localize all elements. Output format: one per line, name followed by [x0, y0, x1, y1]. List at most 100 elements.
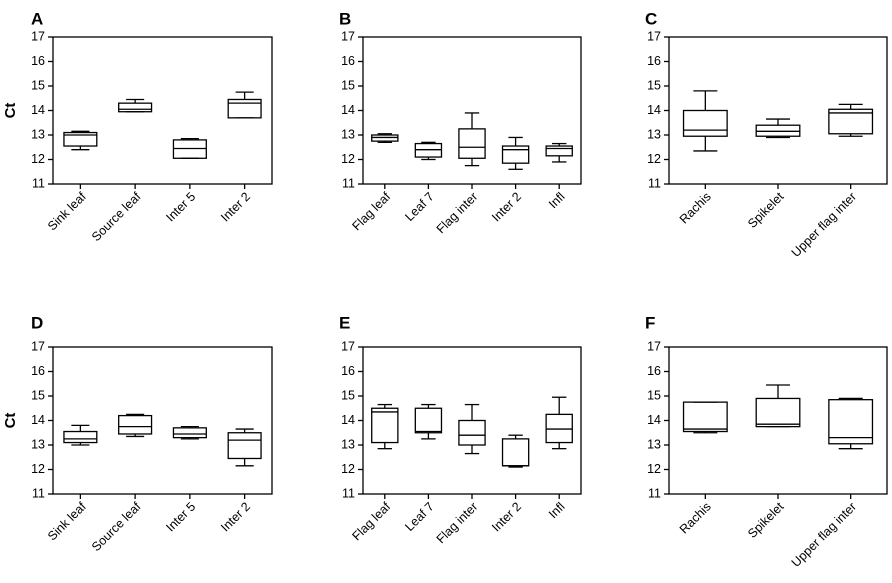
box-body [682, 109, 728, 137]
y-tick-label: 14 [31, 103, 45, 117]
y-tick-label: 12 [647, 152, 661, 166]
x-tick-label: Rachis [677, 190, 714, 227]
x-tick-label: Source leaf [89, 189, 144, 244]
panel-letter: A [31, 9, 43, 28]
box-1 [755, 118, 801, 139]
y-tick-label: 12 [31, 462, 45, 476]
y-tick-label: 11 [342, 176, 355, 190]
box-body [63, 131, 98, 147]
box-2 [458, 112, 486, 167]
y-tick-label: 15 [647, 388, 661, 402]
panel-c: C 11 12 13 14 15 16 17 Rachis Spikelet Upper flag … [645, 9, 888, 260]
box-body [458, 128, 486, 159]
box-0 [682, 90, 728, 152]
y-tick-label: 17 [647, 339, 661, 353]
box-4 [545, 142, 573, 163]
y-axis-label: Ct [2, 413, 19, 429]
panel-letter: E [339, 313, 350, 332]
y-tick-label: 14 [647, 103, 661, 117]
y-tick-label: 12 [31, 152, 45, 166]
y-axis-label: Ct [2, 103, 19, 119]
box-body [501, 438, 530, 467]
y-tick-label: 13 [341, 437, 355, 451]
y-tick-label: 14 [647, 413, 661, 427]
plot-frame [668, 346, 888, 495]
x-tick-label: Infl [546, 190, 568, 212]
y-tick-label: 15 [341, 388, 355, 402]
panel-a: A Ct 11 12 13 14 15 16 17 Sink leaf Source leaf Int… [2, 9, 273, 244]
box-0 [63, 424, 98, 446]
y-tick-label: 14 [341, 413, 355, 427]
y-tick-label: 16 [31, 364, 45, 378]
box-body [118, 414, 153, 435]
box-body [227, 98, 262, 119]
x-tick-label: Flag leaf [349, 499, 393, 543]
x-tick-label: Infl [546, 500, 568, 522]
plot-frame [52, 346, 273, 495]
box-1 [755, 384, 801, 428]
y-tick-label: 16 [341, 364, 355, 378]
y-tick-label: 12 [647, 462, 661, 476]
x-tick-label: Sink leaf [45, 499, 89, 543]
box-body [172, 427, 207, 439]
box-body [371, 407, 399, 444]
y-tick-label: 13 [31, 437, 45, 451]
x-tick-label: Upper flag inter [789, 500, 859, 570]
box-2 [828, 103, 874, 137]
x-tick-label: Leaf 7 [402, 500, 437, 535]
box-body [118, 102, 153, 113]
y-tick-label: 13 [341, 127, 355, 141]
panel-letter: D [31, 313, 43, 332]
box-body [414, 407, 443, 434]
y-tick-label: 15 [31, 78, 45, 92]
plot-frame [52, 36, 273, 185]
box-3 [227, 428, 262, 467]
x-tick-label: Leaf 7 [402, 190, 437, 225]
panel-letter: B [339, 9, 351, 28]
box-2 [828, 397, 874, 450]
y-tick-label: 16 [647, 54, 661, 68]
box-0 [682, 401, 728, 434]
box-1 [414, 403, 443, 440]
panel-d: D Ct 11 12 13 14 15 16 17 Sink leaf Source leaf Int… [2, 313, 273, 554]
y-tick-label: 13 [31, 127, 45, 141]
panel-letter: C [645, 9, 657, 28]
y-tick-label: 11 [342, 486, 355, 500]
box-2 [172, 425, 207, 440]
x-tick-label: Sink leaf [45, 189, 89, 233]
y-tick-label: 12 [341, 462, 355, 476]
box-3 [501, 136, 530, 170]
y-tick-label: 15 [647, 78, 661, 92]
y-tick-label: 17 [31, 29, 45, 43]
box-3 [501, 434, 530, 468]
box-0 [371, 133, 399, 144]
box-1 [118, 413, 153, 438]
box-2 [458, 403, 486, 455]
x-tick-label: Spikelet [745, 499, 787, 541]
box-body [227, 432, 262, 460]
x-tick-label: Inter 2 [489, 500, 524, 535]
x-tick-label: Inter 2 [218, 500, 253, 535]
box-2 [172, 138, 207, 159]
box-body [682, 401, 728, 433]
box-1 [414, 141, 443, 161]
y-tick-label: 17 [647, 29, 661, 43]
y-tick-label: 16 [647, 364, 661, 378]
x-tick-label: Upper flag inter [789, 190, 859, 260]
y-tick-label: 16 [31, 54, 45, 68]
box-4 [545, 396, 573, 450]
x-tick-label: Source leaf [89, 499, 144, 554]
y-tick-label: 15 [341, 78, 355, 92]
box-body [545, 145, 573, 157]
y-tick-label: 15 [31, 388, 45, 402]
box-body [501, 145, 530, 164]
y-tick-label: 11 [648, 486, 661, 500]
box-body [63, 430, 98, 444]
y-tick-label: 14 [341, 103, 355, 117]
y-tick-label: 17 [341, 339, 355, 353]
x-tick-label: Inter 5 [163, 500, 198, 535]
box-3 [227, 91, 262, 119]
y-tick-label: 11 [648, 176, 661, 190]
